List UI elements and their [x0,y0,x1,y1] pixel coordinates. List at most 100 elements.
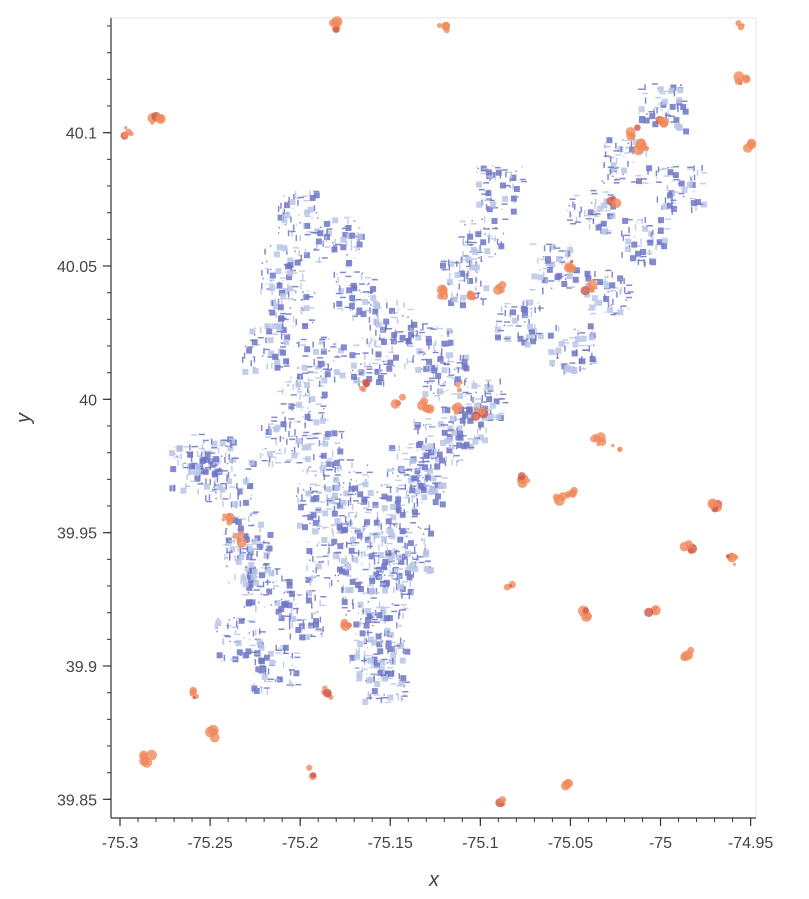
street-segment [239,545,241,552]
street-segment [316,611,319,613]
street-segment [376,379,382,386]
street-segment [457,367,460,374]
street-segment [590,189,597,192]
street-segment [649,113,656,120]
street-segment [615,142,617,149]
street-segment [383,327,385,329]
street-segment [287,257,294,264]
street-segment [359,605,361,608]
street-segment [494,174,497,181]
street-segment [269,279,275,281]
street-segment [537,274,544,281]
street-segment [326,460,332,462]
street-segment [269,309,276,316]
street-segment [411,556,414,559]
street-segment [389,525,392,532]
street-segment [399,472,406,474]
street-segment [527,299,534,306]
street-segment [396,572,403,579]
y-tick-label: 39.85 [57,792,97,809]
street-segment [440,352,443,359]
street-segment [374,681,381,687]
street-segment [418,353,420,356]
street-segment [274,599,281,606]
street-segment [515,325,522,327]
street-segment [216,484,223,491]
street-segment [324,371,331,378]
street-segment [266,545,268,547]
street-segment [687,166,694,168]
street-segment [237,625,240,628]
street-segment [336,543,338,545]
street-segment [290,394,297,396]
street-segment [258,601,260,604]
street-segment [673,117,680,124]
street-segment [441,367,448,374]
street-segment [369,324,371,331]
street-segment [381,609,383,612]
street-cluster [277,190,325,242]
street-segment [250,494,253,497]
street-segment [266,553,269,560]
street-segment [522,301,524,308]
street-segment [282,333,289,336]
street-segment [701,165,703,171]
street-segment [404,497,411,499]
street-segment [549,261,556,268]
street-segment [387,555,394,562]
street-segment [169,450,176,457]
street-segment [447,352,454,359]
street-segment [399,528,406,535]
street-segment [378,338,385,340]
street-segment [605,232,612,234]
street-segment [425,418,432,420]
street-segment [358,380,360,387]
street-segment [496,238,499,245]
street-cluster [278,590,327,641]
street-segment [467,417,474,424]
street-segment [383,318,390,325]
street-segment [607,214,614,216]
street-segment [304,210,306,212]
street-segment [300,406,302,408]
patch-cluster [359,379,371,393]
street-segment [425,491,432,493]
street-segment [448,360,455,363]
street-segment [333,376,336,383]
street-segment [202,439,209,442]
street-segment [335,477,338,484]
street-segment [433,395,440,397]
street-segment [446,376,453,378]
street-segment [364,519,371,526]
street-segment [675,208,677,210]
street-segment [432,351,439,354]
street-segment [258,658,265,665]
street-segment [291,622,294,629]
street-segment [353,621,360,628]
street-segment [330,346,337,348]
street-segment [411,590,414,597]
street-segment [383,608,386,615]
street-segment [342,597,344,600]
street-segment [284,212,291,218]
street-segment [582,367,584,369]
street-segment [300,344,307,346]
street-segment [180,487,187,494]
street-segment [267,678,274,680]
patch [360,386,367,393]
street-segment [451,393,458,395]
street-segment [467,438,474,440]
street-segment [401,553,408,560]
street-segment [292,285,299,288]
street-segment [368,302,370,304]
street-segment [300,618,307,621]
street-segment [460,302,466,309]
street-segment [299,393,301,400]
street-segment [448,260,455,267]
street-segment [374,569,381,571]
patch-cluster [563,259,577,273]
patch-cluster [625,124,641,141]
street-segment [236,617,243,620]
street-segment [440,260,447,263]
street-segment [226,547,228,554]
